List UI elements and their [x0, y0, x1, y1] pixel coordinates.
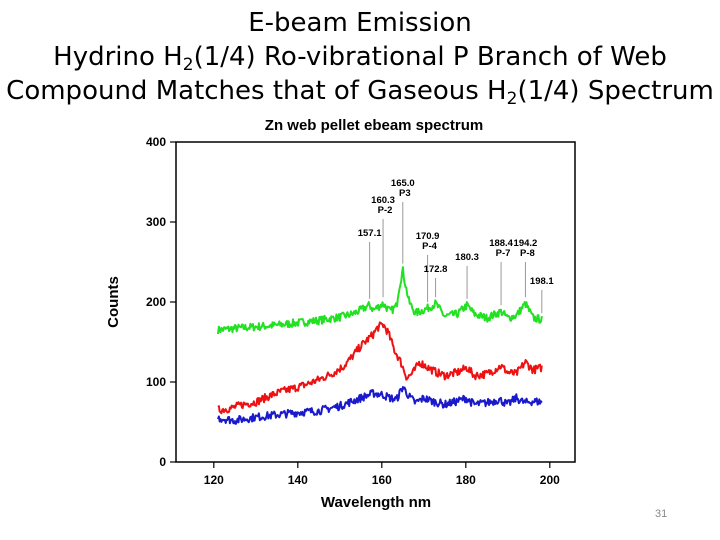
annotation-label: 180.3	[455, 252, 479, 263]
plot-frame	[175, 141, 576, 463]
annotation-label: 170.9	[416, 231, 440, 242]
x-tick-label: 120	[204, 473, 224, 487]
chart-title: Zn web pellet ebeam spectrum	[265, 117, 483, 134]
annotation-layer: 157.1 160.3P-2 165.0P3 170.9P-4 172.8 180.3 18…	[358, 178, 554, 314]
series-line-3	[217, 386, 543, 425]
y-tick-label: 0	[159, 455, 166, 469]
y-tick-label: 200	[146, 295, 166, 309]
series-line-1	[217, 266, 543, 335]
x-tick-label: 140	[288, 473, 308, 487]
title-line-3-subscript: 2	[506, 89, 518, 109]
title-line-2: Hydrino H2(1/4) Ro-vibrational P Branch …	[0, 40, 720, 74]
annotation-label: 198.1	[530, 276, 554, 287]
annotation-branch-label: P-2	[378, 205, 393, 216]
series-layer	[217, 266, 543, 425]
x-axis-label: Wavelength nm	[321, 494, 431, 511]
y-axis: 0 100 200 300 400	[146, 135, 176, 469]
title-line-2-subscript: 2	[182, 55, 194, 75]
title-line-3-a: Compound Matches that of Gaseous H	[6, 76, 507, 106]
annotation-label: 172.8	[424, 264, 448, 275]
annotation-branch-label: P-8	[520, 248, 535, 259]
series-line-2	[217, 321, 543, 415]
x-axis: 120 140 160 180 200	[204, 462, 560, 487]
y-tick-label: 100	[146, 375, 166, 389]
annotation-branch-label: P-7	[496, 248, 511, 259]
y-tick-label: 400	[146, 135, 166, 149]
x-tick-label: 160	[372, 473, 392, 487]
annotation-label: 194.2	[514, 238, 538, 249]
y-tick-label: 300	[146, 215, 166, 229]
annotation-branch-label: P-4	[422, 241, 438, 252]
annotation-label: 160.3	[371, 195, 395, 206]
x-tick-label: 180	[456, 473, 476, 487]
annotation-branch-label: P3	[399, 188, 411, 199]
y-axis-label: Counts	[105, 276, 122, 328]
title-line-1-text: E-beam Emission	[248, 8, 472, 38]
title-line-2-a: Hydrino H	[53, 42, 183, 72]
annotation-label: 165.0	[391, 178, 415, 189]
annotation-label: 188.4	[489, 238, 513, 249]
title-line-3: Compound Matches that of Gaseous H2(1/4)…	[0, 74, 720, 108]
title-line-3-b: (1/4) Spectrum	[517, 76, 714, 106]
title-line-2-b: (1/4) Ro-vibrational P Branch of Web	[193, 42, 667, 72]
x-tick-label: 200	[540, 473, 560, 487]
slide-title: E-beam Emission Hydrino H2(1/4) Ro-vibra…	[0, 6, 720, 108]
title-line-1: E-beam Emission	[0, 6, 720, 40]
page-number: 31	[655, 508, 668, 520]
annotation-label: 157.1	[358, 228, 382, 239]
